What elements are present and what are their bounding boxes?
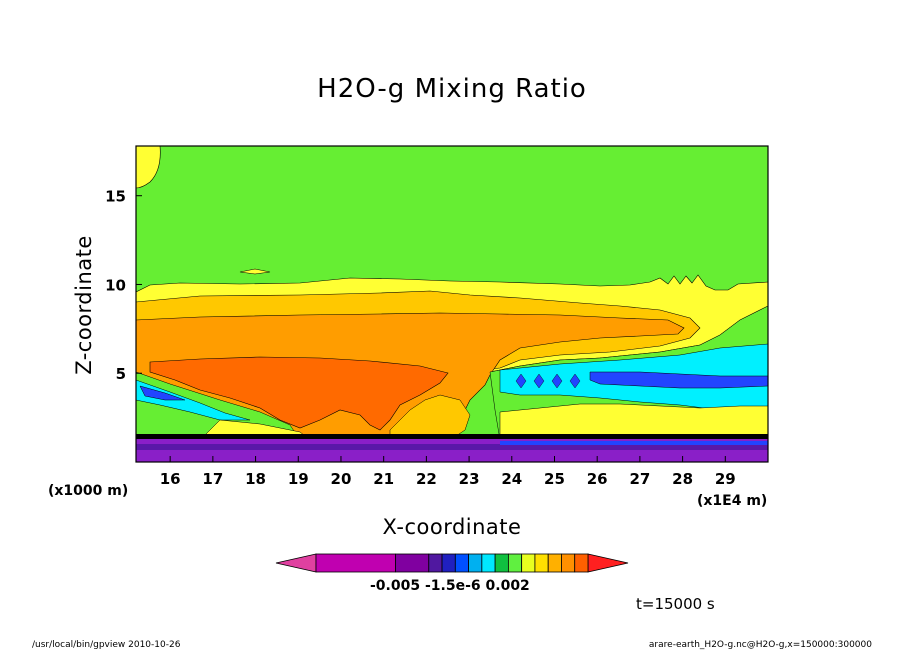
x-tick-label: 28: [672, 470, 693, 488]
x-tick-label: 19: [288, 470, 309, 488]
region-darkorange: [149, 356, 449, 431]
colorbar: [275, 553, 629, 573]
colorbar-cell: [534, 553, 549, 573]
colorbar-cell: [547, 553, 562, 573]
colorbar-cell: [395, 553, 430, 573]
x-tick-label: 23: [459, 470, 480, 488]
region-blue-cells: [515, 373, 581, 389]
y-tick-label: 10: [105, 276, 126, 294]
colorbar-tick-2: -1.5e-6: [424, 578, 481, 594]
footer-right: arare-earth_H2O-g.nc@H2O-g,x=150000:3000…: [648, 640, 872, 650]
region-right-blue: [589, 371, 768, 389]
x-tick-label: 26: [587, 470, 608, 488]
colorbar-cell: [494, 553, 509, 573]
colorbar-cell: [468, 553, 483, 573]
contour-field: [136, 146, 768, 462]
x-tick-label: 25: [544, 470, 565, 488]
region-highlight-10: [239, 268, 271, 275]
x-tick-label: 22: [416, 470, 437, 488]
x-tick-label: 20: [331, 470, 352, 488]
colorbar-cell: [315, 553, 397, 573]
region-purple-dark: [136, 444, 768, 450]
region-yellow-topleft: [136, 146, 161, 189]
x-tick-label: 18: [245, 470, 266, 488]
axes-group: 16 17 18 19 20 21 22 23 24 25 26 27 28 29 5 10 15: [105, 188, 736, 488]
region-blue-strip: [500, 441, 768, 445]
colorbar-tick-1: -0.005: [370, 578, 421, 594]
colorbar-right-arrow: [587, 553, 629, 573]
x-unit-left: (x1000 m): [48, 483, 129, 499]
chart-title: H2O-g Mixing Ratio: [317, 74, 587, 104]
x-tick-label: 29: [715, 470, 736, 488]
x-tick-label: 21: [373, 470, 394, 488]
colorbar-cell: [428, 553, 443, 573]
y-tick-label: 15: [105, 188, 126, 206]
colorbar-cell: [561, 553, 576, 573]
colorbar-cell: [521, 553, 536, 573]
footer-left: /usr/local/bin/gpview 2010-10-26: [32, 640, 181, 650]
region-black-band: [136, 434, 768, 439]
colorbar-tick-3: 0.002: [485, 578, 530, 594]
colorbar-cell: [574, 553, 589, 573]
colorbar-cell: [441, 553, 456, 573]
region-left-cyan: [136, 379, 251, 421]
x-tick-label: 17: [202, 470, 223, 488]
x-tick-label: 27: [629, 470, 650, 488]
colorbar-cell: [507, 553, 523, 573]
x-unit-right: (x1E4 m): [697, 493, 768, 509]
region-left-blue: [139, 385, 186, 401]
y-axis-label: Z-coordinate: [72, 235, 96, 375]
plot-frame: [135, 145, 769, 463]
colorbar-ticks: -0.005 -1.5e-6 0.002: [370, 578, 530, 594]
colorbar-left-arrow: [275, 553, 317, 573]
x-tick-label: 16: [160, 470, 181, 488]
time-label: t=15000 s: [636, 595, 715, 613]
x-tick-label: 24: [501, 470, 522, 488]
colorbar-cell: [454, 553, 469, 573]
y-tick-label: 5: [116, 365, 126, 383]
x-axis-label: X-coordinate: [382, 515, 522, 539]
colorbar-cell: [481, 553, 496, 573]
